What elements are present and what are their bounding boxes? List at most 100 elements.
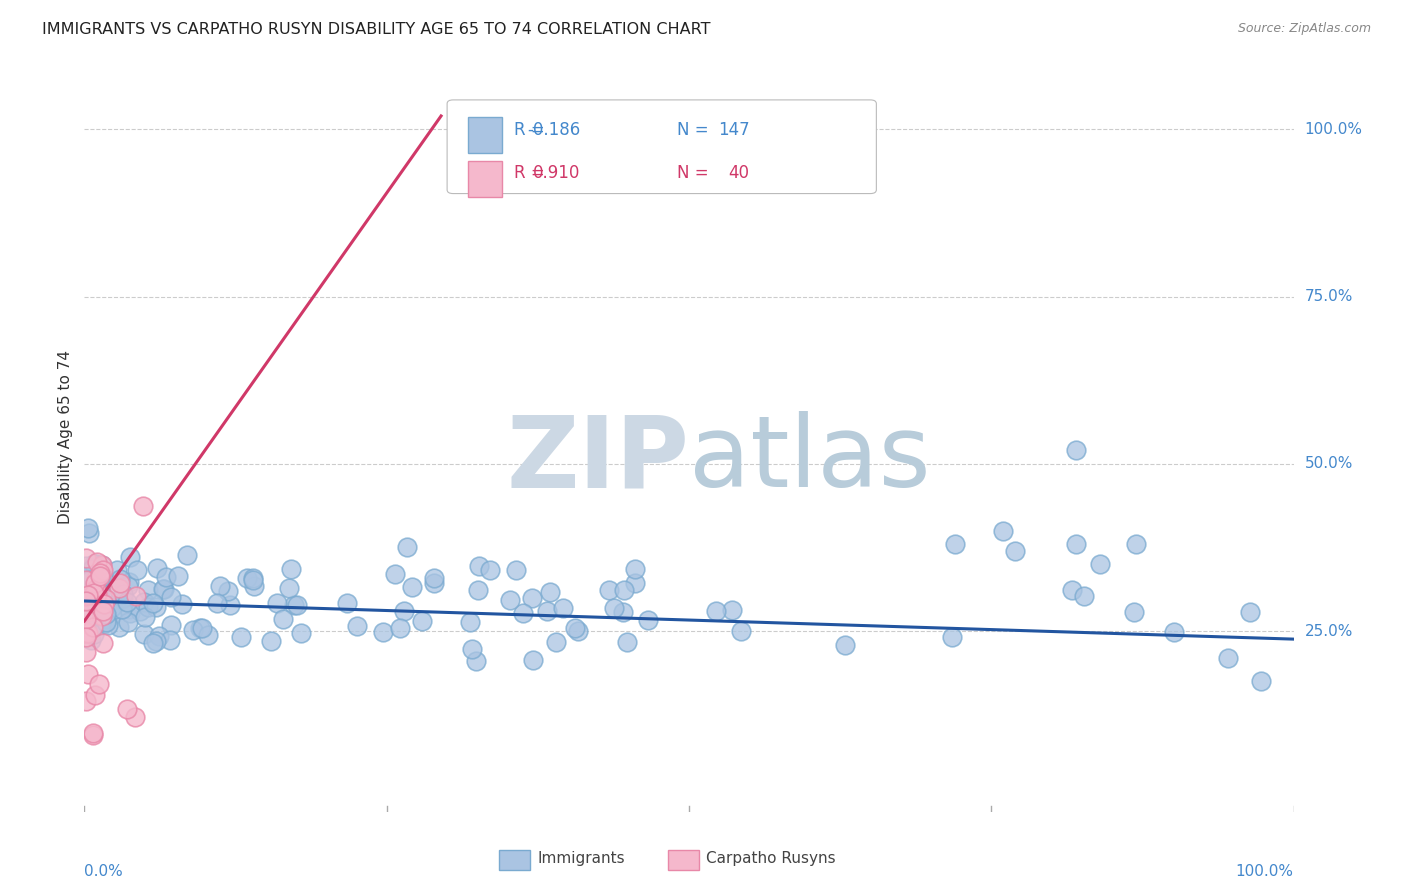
Point <box>479 563 502 577</box>
Point <box>120 549 142 564</box>
Point <box>84 582 107 596</box>
Point <box>152 582 174 596</box>
Point <box>145 599 167 614</box>
Point <box>155 570 177 584</box>
Point <box>637 613 659 627</box>
Text: N =: N = <box>676 164 709 182</box>
Point <box>75 612 97 626</box>
Point <box>176 548 198 562</box>
Text: R =: R = <box>513 164 544 182</box>
Point <box>77 574 100 589</box>
Point <box>283 598 305 612</box>
Point <box>153 582 176 597</box>
Point <box>612 605 634 619</box>
Point <box>1250 674 1272 689</box>
Point <box>82 609 104 624</box>
Text: 0.910: 0.910 <box>533 164 581 182</box>
Point <box>75 573 97 587</box>
Point <box>616 635 638 649</box>
Point <box>1239 606 1261 620</box>
Point <box>159 618 181 632</box>
FancyBboxPatch shape <box>447 100 876 194</box>
Point <box>82 618 104 632</box>
Point <box>93 598 115 612</box>
Point <box>1062 583 1084 598</box>
Point <box>75 620 97 634</box>
Text: -0.186: -0.186 <box>527 121 581 139</box>
Point <box>458 615 481 630</box>
Point <box>564 621 586 635</box>
Point <box>465 654 488 668</box>
Point <box>132 626 155 640</box>
Point <box>598 582 620 597</box>
Point <box>76 599 98 613</box>
Point <box>242 571 264 585</box>
Point <box>145 561 167 575</box>
Point <box>84 595 107 609</box>
Point <box>90 618 112 632</box>
Point <box>125 590 148 604</box>
Point <box>76 585 98 599</box>
Point <box>115 702 138 716</box>
Point <box>943 537 966 551</box>
Point <box>538 585 561 599</box>
Point <box>110 593 132 607</box>
Point <box>79 574 101 588</box>
Point <box>423 571 446 585</box>
Text: Carpatho Rusyns: Carpatho Rusyns <box>706 851 835 865</box>
Point <box>271 612 294 626</box>
Point <box>603 601 626 615</box>
Point <box>522 653 544 667</box>
Text: Source: ZipAtlas.com: Source: ZipAtlas.com <box>1237 22 1371 36</box>
Point <box>181 623 204 637</box>
Point <box>371 625 394 640</box>
Point <box>624 575 647 590</box>
Point <box>75 625 97 640</box>
Point <box>730 624 752 638</box>
Point <box>124 709 146 723</box>
Point <box>1122 605 1144 619</box>
Point <box>236 571 259 585</box>
Point <box>118 606 141 620</box>
Point <box>82 726 104 740</box>
Point <box>624 562 647 576</box>
Point <box>80 571 103 585</box>
Point <box>84 580 107 594</box>
Point <box>82 728 104 742</box>
Text: 100.0%: 100.0% <box>1305 122 1362 136</box>
Point <box>191 621 214 635</box>
Point <box>75 615 97 629</box>
Text: 40: 40 <box>728 164 749 182</box>
Point <box>117 602 139 616</box>
Point <box>89 591 111 605</box>
Point <box>77 588 100 602</box>
Text: 100.0%: 100.0% <box>1236 864 1294 880</box>
Point <box>117 579 139 593</box>
Text: N =: N = <box>676 121 709 139</box>
Point <box>84 558 107 572</box>
Point <box>90 570 112 584</box>
Point <box>94 607 117 621</box>
Point <box>77 521 100 535</box>
Point <box>231 630 253 644</box>
Point <box>75 594 97 608</box>
Point <box>82 606 104 620</box>
Point <box>91 558 114 572</box>
Point <box>75 630 97 644</box>
Point <box>84 688 107 702</box>
Point <box>170 597 193 611</box>
Point <box>75 694 97 708</box>
Point <box>90 608 112 623</box>
Point <box>90 558 112 572</box>
Point <box>132 595 155 609</box>
Point <box>260 633 283 648</box>
Point <box>148 629 170 643</box>
Point <box>83 557 105 571</box>
Point <box>87 676 110 690</box>
Point <box>87 578 110 592</box>
Point <box>89 569 111 583</box>
Point <box>551 600 574 615</box>
Point <box>280 562 302 576</box>
Point <box>96 604 118 618</box>
Point <box>160 590 183 604</box>
